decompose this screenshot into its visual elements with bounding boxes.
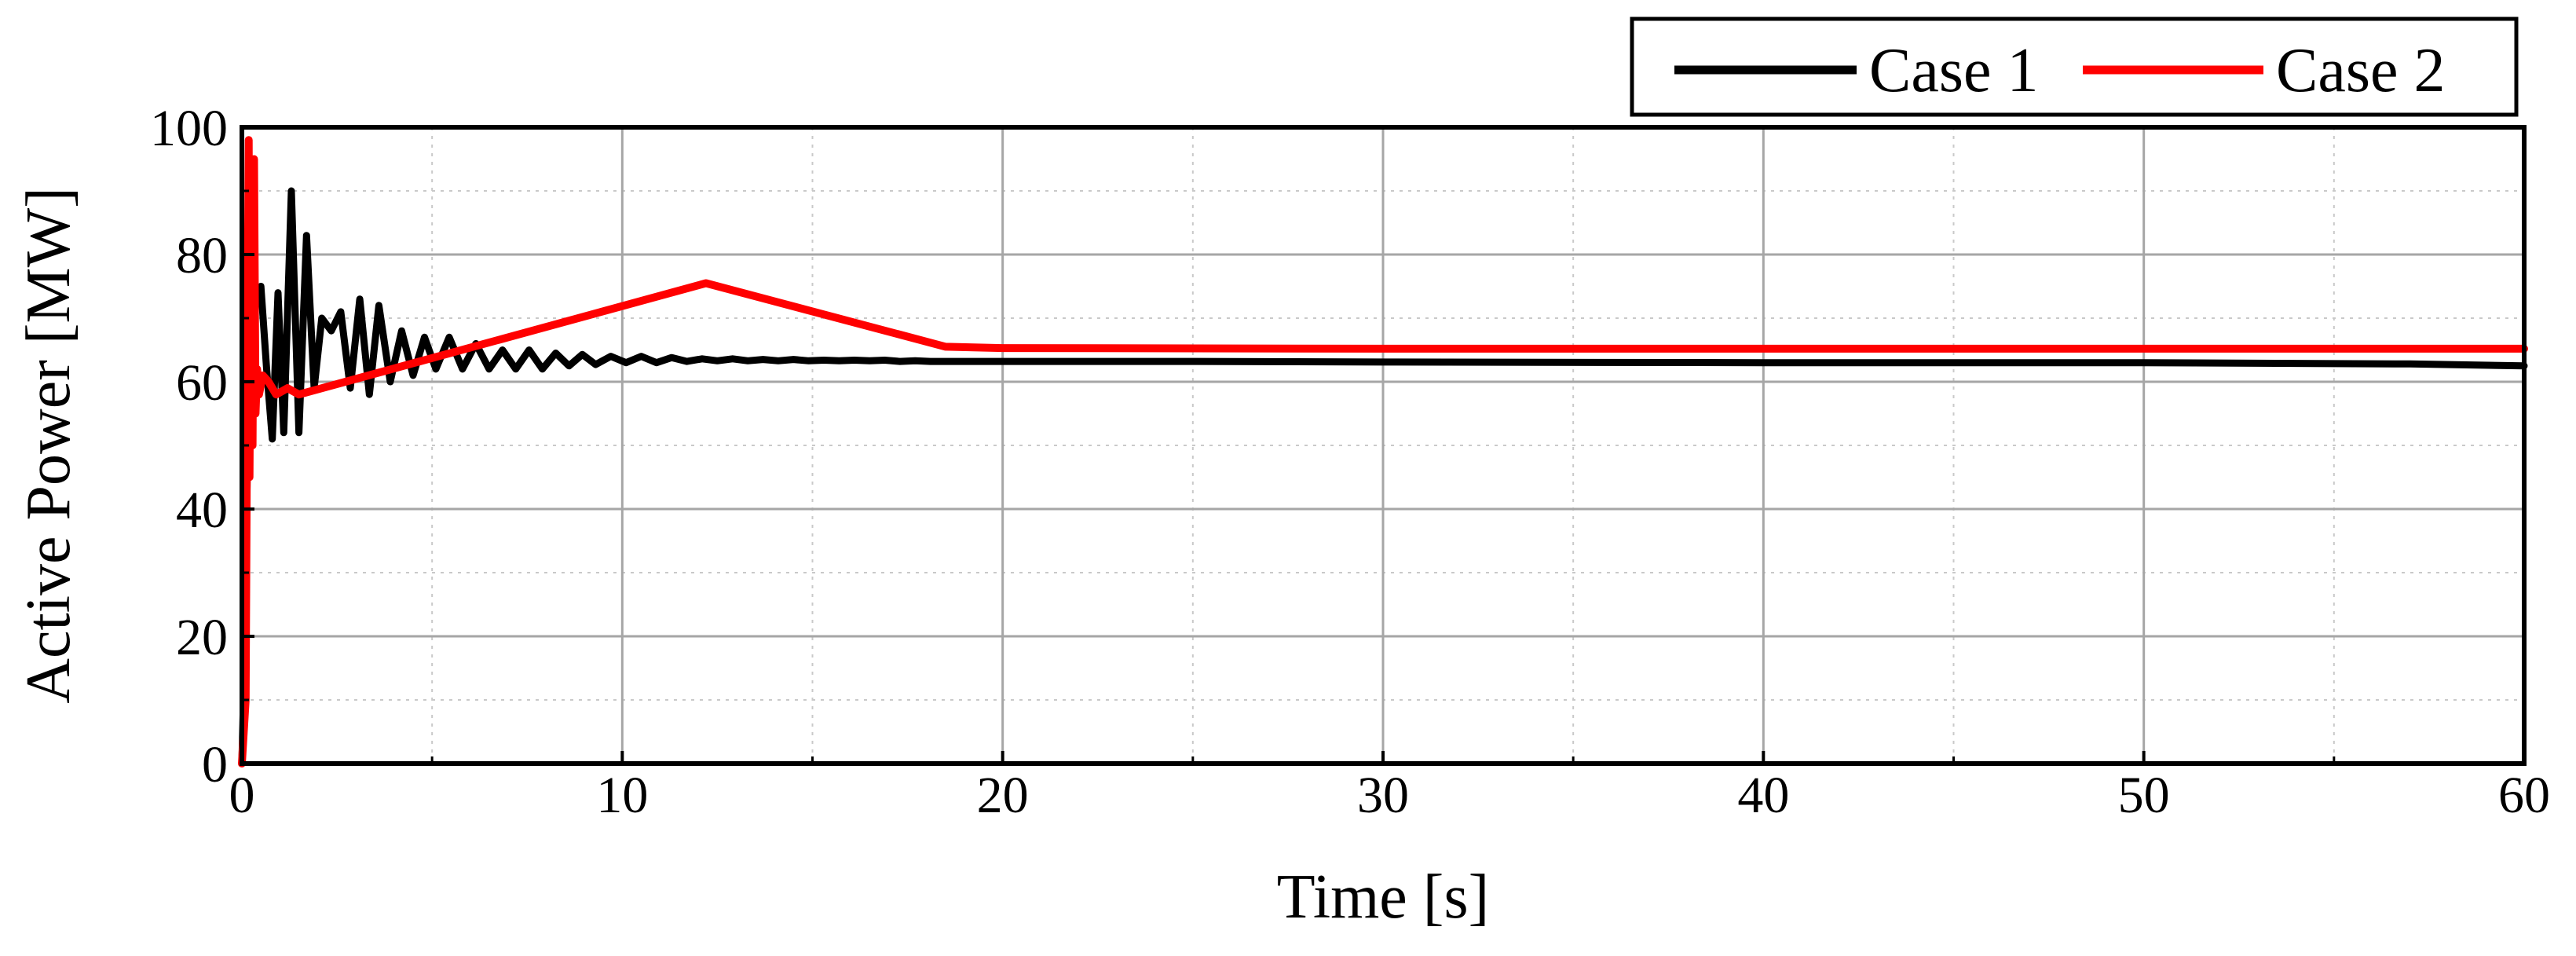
grid [242, 127, 2524, 764]
y-tick-label: 40 [176, 482, 228, 539]
series-line-case-2 [238, 136, 2528, 767]
y-tick-label: 20 [176, 609, 228, 666]
x-tick-label: 40 [1737, 767, 1789, 824]
y-tick-label: 80 [176, 227, 228, 284]
legend-label-case-1: Case 1 [1869, 36, 2039, 105]
series-line-case-1 [238, 187, 2528, 767]
series-layer [238, 136, 2528, 767]
y-axis-label: Active Power [MW] [14, 187, 83, 704]
y-tick-label: 60 [176, 354, 228, 412]
x-tick-label: 0 [229, 767, 255, 824]
x-tick-label: 60 [2498, 767, 2550, 824]
x-tick-label: 20 [977, 767, 1029, 824]
x-tick-label: 10 [596, 767, 648, 824]
x-axis-label: Time [s] [1277, 863, 1489, 932]
legend: Case 1 Case 2 [1630, 16, 2519, 117]
ticks [240, 126, 2526, 765]
y-tick-label: 100 [150, 100, 228, 157]
x-tick-label: 50 [2118, 767, 2170, 824]
tick-labels: 0 10 20 30 40 50 60 0 20 40 60 80 100 [150, 100, 2550, 824]
x-tick-label: 30 [1357, 767, 1409, 824]
legend-label-case-2: Case 2 [2276, 36, 2446, 105]
y-tick-label: 0 [202, 736, 228, 793]
